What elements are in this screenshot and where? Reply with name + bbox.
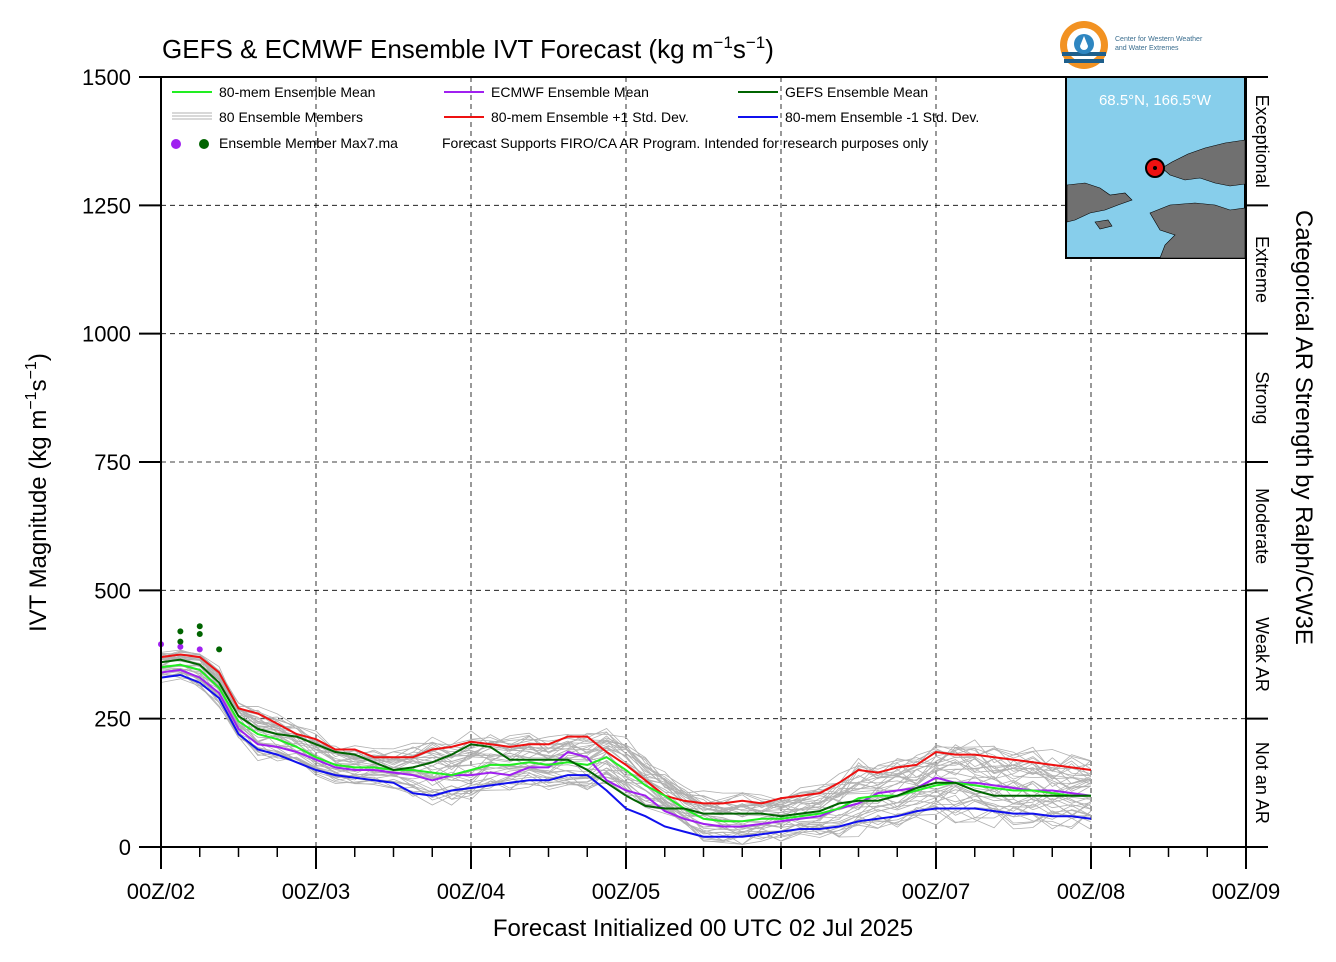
y-tick-label: 1000 — [82, 322, 131, 347]
legend-gefs-max-dot — [199, 139, 209, 149]
category-label: Strong — [1252, 371, 1272, 424]
category-label: Exceptional — [1252, 95, 1272, 188]
series-line-gefs-mean — [160, 658, 1091, 818]
x-tick-label: 00Z/03 — [282, 879, 351, 904]
inset-land-alaska — [1161, 139, 1246, 187]
series-line-mean-80 — [160, 663, 1091, 823]
legend-note: Forecast Supports FIRO/CA AR Program. In… — [442, 135, 928, 151]
series-lines — [160, 653, 1092, 838]
x-tick-label: 00Z/04 — [437, 879, 506, 904]
legend-max-marker: Ensemble Member Max7.ma — [219, 135, 398, 151]
y-axis-label: IVT Magnitude (kg m−1s−1) — [23, 353, 52, 632]
ensemble-member-line — [160, 658, 1092, 817]
category-label: Moderate — [1252, 488, 1272, 564]
legend-plus-sd: 80-mem Ensemble +1 Std. Dev. — [491, 109, 689, 125]
category-label: Weak AR — [1252, 617, 1272, 692]
x-tick-label: 00Z/05 — [592, 879, 661, 904]
max-marker-gefs — [216, 646, 223, 653]
ensemble-member-line — [160, 667, 1092, 833]
x-tick-label: 00Z/09 — [1212, 879, 1281, 904]
y-tick-label: 1500 — [82, 65, 131, 90]
ensemble-member-line — [160, 665, 1092, 825]
inset-location-text: 68.5°N, 166.5°W — [1099, 92, 1212, 109]
right-axis-label: Categorical AR Strength by Ralph/CW3E — [1290, 210, 1317, 645]
x-tick-label: 00Z/06 — [747, 879, 816, 904]
x-tick-label: 00Z/08 — [1057, 879, 1126, 904]
inset-map: 68.5°N, 166.5°W — [1065, 76, 1246, 259]
category-label: Not an AR — [1252, 742, 1272, 824]
logo-text-line1: Center for Western Weather — [1115, 36, 1203, 43]
max-marker-gefs — [177, 628, 184, 635]
y-tick-label: 750 — [94, 450, 131, 475]
x-tick-label: 00Z/07 — [902, 879, 971, 904]
series-line-plus-sd — [160, 653, 1092, 805]
legend-mean80: 80-mem Ensemble Mean — [219, 84, 375, 100]
logo-text-line2: and Water Extremes — [1115, 45, 1179, 52]
category-label: Extreme — [1252, 236, 1272, 303]
inset-land-peninsula — [1149, 202, 1246, 259]
y-tick-label: 250 — [94, 707, 131, 732]
series-line-minus-sd — [160, 673, 1092, 838]
ensemble-member-line — [160, 672, 1092, 838]
x-axis-label: Forecast Initialized 00 UTC 02 Jul 2025 — [493, 915, 913, 942]
legend-members: 80 Ensemble Members — [219, 109, 363, 125]
max-marker-ecmwf — [177, 643, 184, 650]
cw3e-logo: Center for Western Weather and Water Ext… — [1060, 21, 1203, 69]
ensemble-member-line — [160, 655, 1092, 815]
inset-land-island — [1094, 219, 1113, 230]
y-tick-label: 0 — [119, 835, 131, 860]
max-marker-ecmwf — [196, 646, 203, 653]
ensemble-member-line — [160, 659, 1092, 816]
y-axis-ticks: 0 250 500 750 1000 1250 1500 — [82, 65, 161, 860]
max-markers — [158, 623, 223, 653]
legend: 80-mem Ensemble Mean 80 Ensemble Members… — [171, 84, 979, 151]
x-tick-label: 00Z/02 — [127, 879, 196, 904]
ar-category-labels: Not an AR Weak AR Moderate Strong Extreme Exc… — [1246, 76, 1272, 848]
inset-location-dot — [1153, 166, 1157, 170]
ensemble-member-line — [160, 667, 1092, 836]
legend-minus-sd: 80-mem Ensemble -1 Std. Dev. — [785, 109, 979, 125]
legend-swatch-members — [172, 112, 212, 120]
legend-gefs: GEFS Ensemble Mean — [785, 84, 928, 100]
x-axis-ticks: 00Z/02 00Z/03 00Z/04 00Z/05 00Z/06 00Z/07 00Z/… — [127, 847, 1281, 904]
ensemble-member-line — [160, 651, 1092, 802]
max-marker-gefs — [177, 638, 184, 645]
legend-ecmwf-max-dot — [171, 139, 181, 149]
inset-land-chukotka — [1066, 182, 1133, 223]
chart-title: GEFS & ECMWF Ensemble IVT Forecast (kg m… — [162, 33, 774, 64]
series-line-ecmwf-mean — [160, 668, 1092, 828]
y-tick-label: 1250 — [82, 193, 131, 218]
max-marker-gefs — [196, 623, 203, 630]
legend-ecmwf: ECMWF Ensemble Mean — [491, 84, 649, 100]
ensemble-member-line — [160, 655, 1092, 816]
y-tick-label: 500 — [94, 578, 131, 603]
max-marker-gefs — [196, 630, 203, 637]
